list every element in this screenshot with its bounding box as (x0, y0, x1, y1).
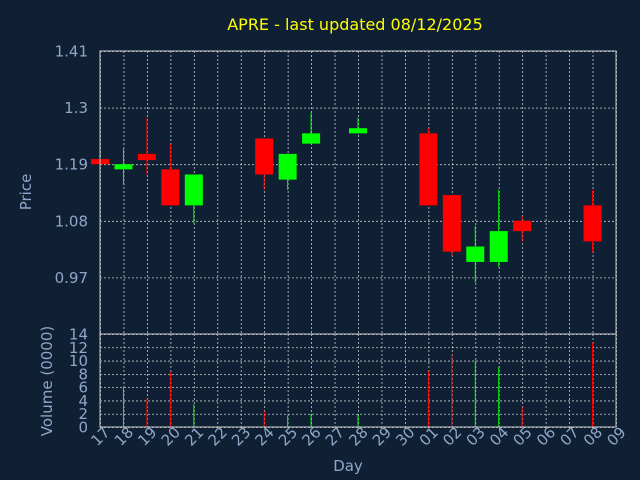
candle-body (489, 231, 508, 262)
chart-title: APRE - last updated 08/12/2025 (227, 15, 483, 34)
price-tick-label: 1.08 (55, 212, 88, 230)
volume-tick-label: 10 (69, 352, 88, 370)
price-axis-label: Price (17, 174, 35, 211)
price-tick-label: 1.3 (64, 99, 88, 117)
volume-axis-label: Volume (0000) (38, 326, 56, 436)
price-tick-label: 1.41 (55, 43, 88, 61)
volume-tick-label: 12 (69, 339, 88, 357)
candle-body (114, 164, 133, 170)
price-candles (91, 112, 602, 283)
volume-tick-label: 8 (78, 365, 88, 383)
volume-bars (99, 342, 594, 427)
candle-body (513, 220, 532, 232)
volume-tick-label: 2 (78, 405, 88, 423)
candle-body (184, 174, 203, 206)
day-axis-label: Day (333, 457, 363, 475)
price-tick-label: 1.19 (55, 156, 88, 174)
volume-tick-label: 14 (69, 326, 88, 344)
candle-body (419, 133, 438, 206)
candle-body (278, 153, 297, 180)
candle-body (161, 169, 180, 206)
candle-body (302, 133, 321, 144)
candle-body (442, 195, 461, 252)
volume-tick-label: 6 (78, 379, 88, 397)
volume-tick-label: 0 (78, 419, 88, 437)
candle-body (255, 138, 274, 175)
price-tick-labels: 1.41 1.3 1.19 1.08 0.97 (55, 43, 88, 287)
candle-body (349, 128, 367, 134)
volume-tick-label: 4 (78, 392, 88, 410)
price-tick-label: 0.97 (55, 269, 88, 287)
candle-body (137, 153, 156, 161)
candle-body (583, 205, 602, 242)
volume-panel-frame (99, 333, 617, 428)
candle-body (466, 246, 485, 262)
